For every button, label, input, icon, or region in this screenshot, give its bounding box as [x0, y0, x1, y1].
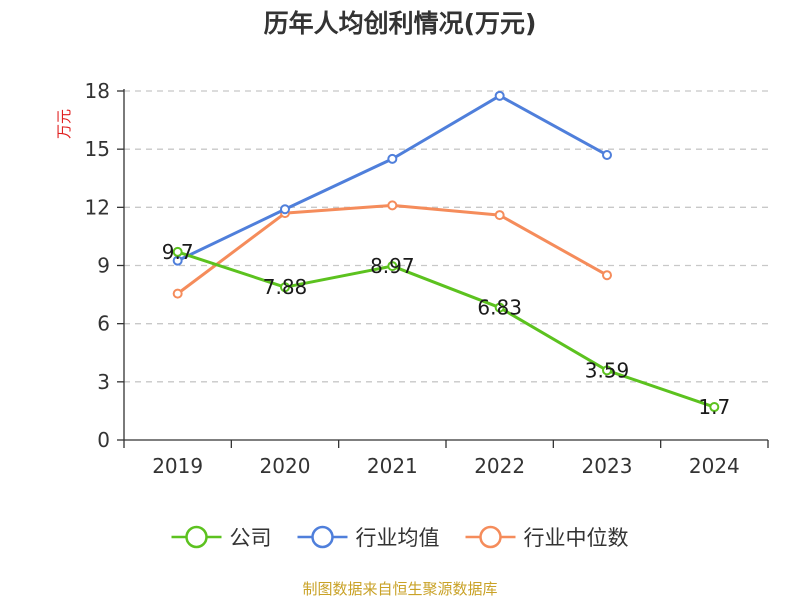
series-line-0 — [177, 250, 715, 409]
x-tick-label: 2019 — [152, 454, 203, 478]
y-tick-label: 0 — [97, 428, 110, 452]
series-line-2 — [176, 203, 608, 295]
data-point[interactable] — [387, 200, 398, 211]
source-note: 制图数据来自恒生聚源数据库 — [302, 580, 497, 598]
legend-item-2[interactable]: 行业中位数 — [465, 525, 629, 550]
legend-label: 行业中位数 — [524, 526, 629, 550]
x-tick-label: 2023 — [582, 454, 633, 478]
data-label: 6.83 — [477, 296, 522, 320]
data-label: 9.7 — [162, 240, 194, 264]
data-point[interactable] — [172, 288, 183, 299]
legend-marker-icon — [479, 525, 502, 549]
series-line-1 — [177, 94, 608, 263]
x-tick-label: 2024 — [689, 454, 740, 478]
legend-marker-icon — [311, 525, 334, 549]
data-label: 7.88 — [263, 275, 308, 299]
y-axis-unit: 万元 — [55, 109, 73, 139]
y-tick-label: 12 — [85, 195, 110, 219]
y-tick-label: 18 — [85, 79, 110, 103]
data-point[interactable] — [709, 402, 720, 413]
x-tick-label: 2020 — [260, 454, 311, 478]
data-point[interactable] — [602, 270, 612, 281]
data-point[interactable] — [280, 204, 290, 215]
legend-label: 公司 — [230, 526, 272, 550]
data-point[interactable] — [494, 302, 505, 313]
data-point[interactable] — [602, 149, 612, 160]
data-point[interactable] — [494, 210, 505, 221]
gridlines — [124, 90, 768, 383]
data-labels: 9.7 7.88 8.97 6.83 3.59 1.7 — [162, 240, 730, 419]
data-point[interactable] — [172, 246, 183, 257]
legend-marker-icon — [185, 525, 208, 549]
series-group — [172, 90, 720, 413]
axes: 0 3 6 9 12 15 18 2019 2020 2021 2022 2023 2024 — [85, 79, 769, 478]
y-tick-label: 3 — [97, 370, 110, 394]
y-tick-label: 6 — [97, 312, 110, 336]
data-label: 8.97 — [370, 254, 415, 278]
legend[interactable]: 公司 行业均值 行业中位数 — [171, 525, 629, 550]
x-tick-label: 2022 — [474, 454, 525, 478]
legend-item-1[interactable]: 行业均值 — [297, 525, 440, 550]
data-label: 3.59 — [585, 358, 630, 382]
legend-label: 行业均值 — [356, 526, 440, 550]
data-label: 1.7 — [698, 395, 730, 419]
chart-title: 历年人均创利情况(万元) — [264, 9, 537, 38]
data-point[interactable] — [280, 282, 290, 293]
data-point[interactable] — [387, 261, 398, 272]
x-tick-label: 2021 — [367, 454, 418, 478]
data-point[interactable] — [387, 153, 398, 164]
data-point[interactable] — [494, 90, 505, 101]
y-tick-label: 9 — [97, 254, 110, 278]
data-point[interactable] — [602, 365, 612, 376]
legend-item-0[interactable]: 公司 — [171, 525, 272, 550]
y-tick-label: 15 — [85, 137, 110, 161]
